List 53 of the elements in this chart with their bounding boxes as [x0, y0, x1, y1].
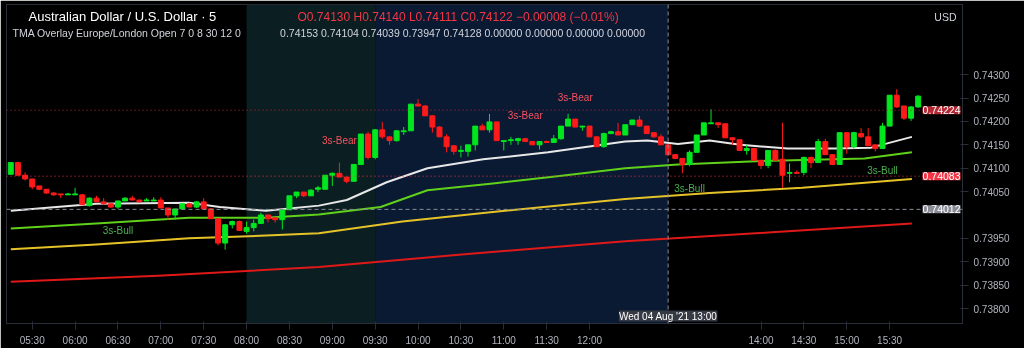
- x-tick-label: 07:30: [191, 334, 217, 346]
- x-tick-label: 10:30: [448, 334, 474, 346]
- x-tick-label: 06:30: [105, 334, 131, 346]
- line-series: [9, 177, 913, 251]
- x-tick-label: 08:00: [234, 334, 260, 346]
- ref-line-label: 0.74224: [922, 104, 961, 117]
- x-tick-label: 08:30: [276, 334, 303, 346]
- annotation: 0.74153 0.74104 0.74039 0.73947 0.74128 0.00000 0.00000 0.00000 0.00000: [280, 26, 646, 39]
- x-tick-label: 15:00: [834, 334, 860, 346]
- annotation: 3s-Bear: [507, 110, 544, 122]
- candlestick: [843, 132, 850, 155]
- y-tick-label: 0.73900: [973, 256, 1011, 268]
- candlestick: [486, 113, 493, 134]
- y-tick-label: 0.74100: [973, 163, 1011, 175]
- ref-line-label: Wed 04 Aug '21 13:00: [618, 310, 718, 322]
- ref-line-label: 0.74012: [922, 203, 961, 216]
- chart-title: Australian Dollar / U.S. Dollar · 5: [28, 8, 217, 24]
- x-tick-label: 11:30: [534, 334, 560, 346]
- y-tick-label: 0.74150: [973, 139, 1011, 151]
- x-tick-label: 06:00: [62, 334, 89, 346]
- x-tick-label: 09:00: [319, 334, 346, 346]
- annotation: 3s-Bear: [557, 91, 594, 103]
- candlestick: [786, 163, 793, 183]
- annotation: 3s-Bull: [867, 165, 898, 177]
- x-tick-label: 09:30: [362, 334, 389, 346]
- y-tick-label: 0.74300: [973, 69, 1011, 81]
- annotation: 3s-Bear: [321, 135, 358, 147]
- x-tick-label: 05:30: [19, 334, 46, 346]
- x-tick-label: 07:00: [148, 334, 174, 346]
- annotation: 3s-Bull: [102, 225, 134, 237]
- candlestick: [365, 131, 372, 160]
- y-tick-label: 0.73950: [973, 233, 1011, 245]
- ref-line-label: 0.74083: [922, 170, 961, 183]
- x-tick-label: 11:00: [491, 334, 517, 346]
- annotation: USD: [934, 10, 957, 23]
- candlestick: [615, 122, 622, 136]
- x-tick-label: 14:30: [791, 334, 817, 346]
- y-tick-label: 0.73800: [973, 303, 1011, 315]
- y-tick-label: 0.74050: [973, 186, 1011, 198]
- x-tick-label: 10:00: [405, 334, 431, 346]
- candlestick: [493, 121, 500, 142]
- annotation: O0.74130 H0.74140 L0.74111 C0.74122 −0.00008 (−0.01%): [297, 9, 619, 24]
- annotation: 3s-Bull: [674, 182, 705, 194]
- candlestick: [815, 138, 822, 164]
- y-tick-label: 0.74250: [973, 93, 1011, 105]
- y-tick-label: 0.74200: [973, 116, 1011, 128]
- line-series: [9, 135, 913, 212]
- x-tick-label: 14:00: [748, 334, 774, 346]
- text: TMA Overlay Europe/London Open 7 0 8 30 12 0: [12, 26, 241, 39]
- line-series: [9, 222, 913, 283]
- x-tick-label: 12:00: [577, 334, 603, 346]
- y-tick-label: 0.73850: [973, 280, 1011, 292]
- x-tick-label: 15:30: [877, 334, 903, 346]
